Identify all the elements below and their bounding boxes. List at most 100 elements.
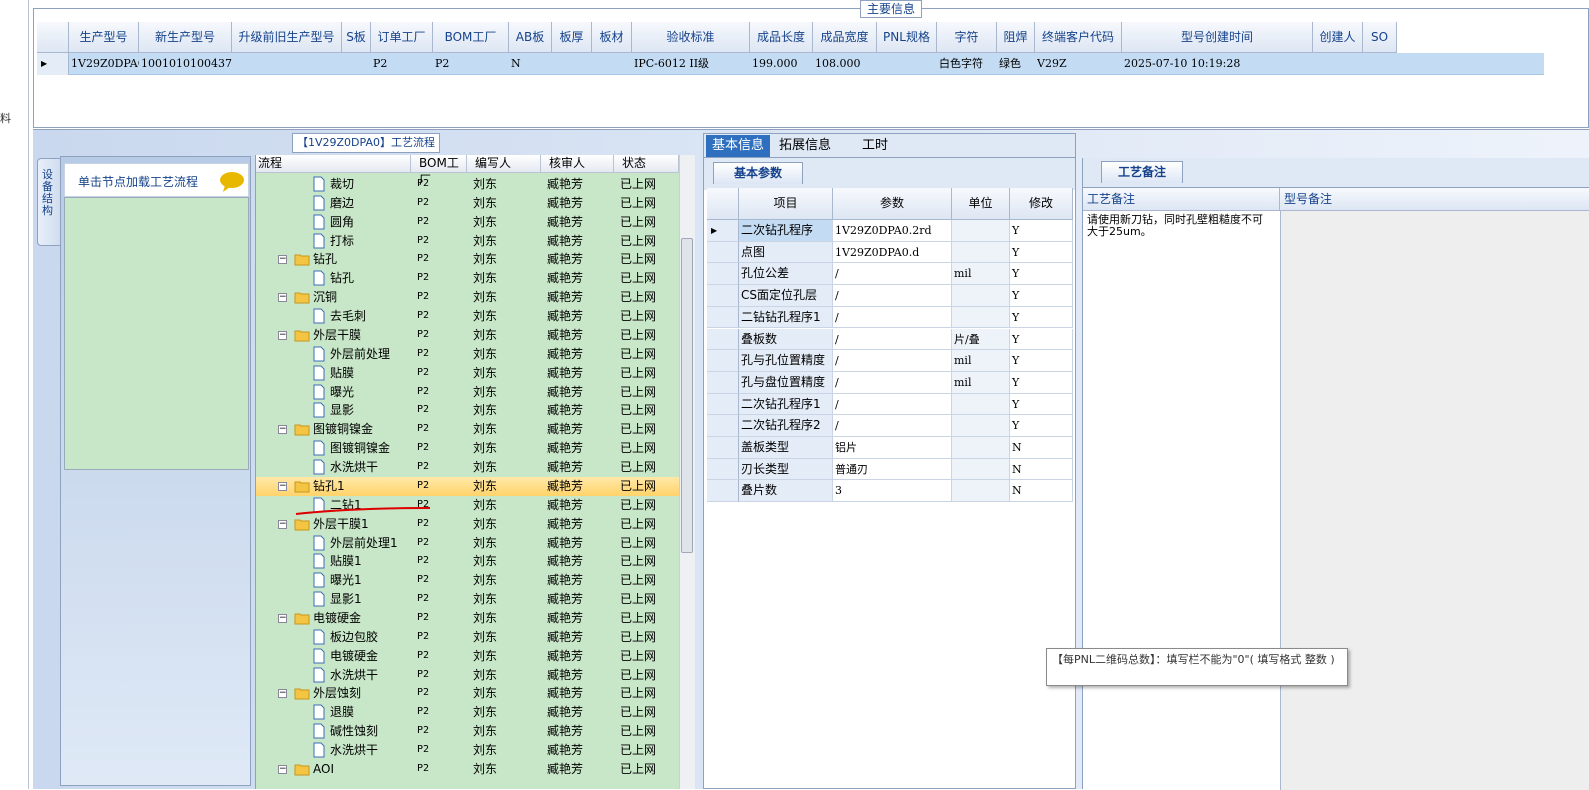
param-name[interactable]: 刃长类型 [739, 458, 833, 481]
param-cell[interactable]: N [1010, 437, 1073, 459]
param-cell[interactable]: mil [952, 371, 1010, 394]
param-header[interactable]: 修改 [1010, 188, 1073, 220]
step-name[interactable]: 水洗烘干 [330, 460, 379, 475]
cell[interactable]: N [511, 57, 521, 70]
param-cell[interactable] [952, 306, 1010, 329]
step-field[interactable]: P2 [417, 706, 430, 718]
step-name[interactable]: 水洗烘干 [330, 667, 379, 682]
step-field[interactable]: P2 [417, 762, 430, 774]
step-field[interactable]: P2 [417, 404, 430, 416]
column-header[interactable]: AB板 [509, 22, 552, 53]
step-field[interactable]: 已上网 [620, 592, 657, 607]
cell[interactable] [234, 53, 342, 75]
param-cell[interactable]: / [833, 393, 952, 416]
param-cell[interactable]: mil [952, 350, 1010, 372]
step-field[interactable]: 臧艳芳 [547, 743, 584, 758]
step-field[interactable]: 已上网 [620, 422, 657, 437]
cell[interactable]: 1V29Z0DPA0 [71, 57, 139, 70]
param-cell[interactable]: 铝片 [833, 437, 952, 459]
step-field[interactable]: 刘东 [473, 554, 498, 569]
flow-row[interactable]: − 外层干膜 P2 刘东 臧艳芳 已上网 [256, 326, 679, 345]
cell[interactable] [1315, 53, 1363, 75]
param-cell[interactable]: Y [1010, 306, 1073, 329]
step-field[interactable]: 臧艳芳 [547, 214, 584, 229]
param-cell[interactable]: Y [1010, 220, 1073, 242]
step-field[interactable]: 刘东 [473, 535, 498, 550]
step-field[interactable]: P2 [417, 744, 430, 756]
step-field[interactable]: 刘东 [473, 214, 498, 229]
step-field[interactable]: 臧艳芳 [547, 177, 584, 191]
param-cell[interactable]: 1V29Z0DPA0.2rd [833, 220, 952, 242]
flow-row[interactable]: 退膜 P2 刘东 臧艳芳 已上网 [256, 703, 679, 722]
step-field[interactable]: 臧艳芳 [547, 535, 584, 550]
step-field[interactable]: 臧艳芳 [547, 271, 584, 286]
param-cell[interactable]: Y [1010, 285, 1073, 307]
param-name[interactable]: 点图 [739, 241, 833, 264]
param-cell[interactable]: Y [1010, 371, 1073, 394]
step-field[interactable]: P2 [417, 687, 430, 699]
step-field[interactable]: 臧艳芳 [547, 648, 584, 663]
flow-row[interactable]: 钻孔 P2 刘东 臧艳芳 已上网 [256, 269, 679, 288]
step-field[interactable]: 刘东 [473, 611, 498, 625]
step-field[interactable]: 已上网 [620, 478, 657, 493]
step-name[interactable]: 外层干膜1 [313, 516, 369, 531]
param-name[interactable]: 孔与孔位置精度 [739, 350, 833, 372]
sub-tab[interactable]: 基本参数 [713, 162, 803, 184]
flow-row[interactable]: 显影1 P2 刘东 臧艳芳 已上网 [256, 590, 679, 609]
flow-row[interactable]: 碱性蚀刻 P2 刘东 臧艳芳 已上网 [256, 722, 679, 741]
step-field[interactable]: 刘东 [473, 309, 498, 324]
flow-row[interactable]: − 外层蚀刻 P2 刘东 臧艳芳 已上网 [256, 684, 679, 703]
param-cell[interactable]: 普通刃 [833, 458, 952, 481]
param-name[interactable]: 盖板类型 [739, 437, 833, 459]
step-field[interactable]: P2 [417, 196, 430, 208]
cell[interactable] [879, 53, 937, 75]
param-cell[interactable]: 3 [833, 480, 952, 503]
column-header[interactable]: S板 [342, 22, 371, 53]
step-field[interactable]: P2 [417, 668, 430, 680]
flow-header[interactable]: 编写人 [467, 155, 541, 173]
param-cell[interactable]: Y [1010, 350, 1073, 372]
step-field[interactable]: 刘东 [473, 290, 498, 305]
step-field[interactable]: P2 [417, 555, 430, 567]
param-cell[interactable]: N [1010, 458, 1073, 481]
step-field[interactable]: P2 [417, 347, 430, 359]
param-cell[interactable] [952, 458, 1010, 481]
flow-header[interactable]: 流程 [256, 155, 411, 173]
flow-row[interactable]: 水洗烘干 P2 刘东 臧艳芳 已上网 [256, 666, 679, 685]
step-field[interactable]: 已上网 [620, 271, 657, 286]
column-header[interactable]: 阻焊 [997, 22, 1035, 53]
column-header[interactable]: PNL规格 [877, 22, 937, 53]
step-field[interactable]: P2 [417, 366, 430, 378]
param-cell[interactable]: / [833, 350, 952, 372]
param-name[interactable]: 叠片数 [739, 480, 833, 503]
column-header[interactable]: 新生产型号 [139, 22, 232, 53]
step-field[interactable]: P2 [417, 423, 430, 435]
step-field[interactable]: 臧艳芳 [547, 686, 584, 701]
step-name[interactable]: 磨边 [330, 195, 355, 210]
column-header[interactable]: 终端客户代码 [1035, 22, 1122, 53]
flow-row[interactable]: − 沉铜 P2 刘东 臧艳芳 已上网 [256, 288, 679, 307]
column-header[interactable]: 型号创建时间 [1122, 22, 1313, 53]
step-field[interactable]: 已上网 [620, 573, 657, 588]
flow-row[interactable]: 水洗烘干 P2 刘东 臧艳芳 已上网 [256, 458, 679, 477]
flow-row[interactable]: − 钻孔1 P2 刘东 臧艳芳 已上网 [256, 476, 679, 496]
step-field[interactable]: 已上网 [620, 441, 657, 456]
step-field[interactable]: 臧艳芳 [547, 611, 584, 625]
flow-row[interactable]: 外层前处理 P2 刘东 臧艳芳 已上网 [256, 345, 679, 364]
cell[interactable]: P2 [435, 57, 450, 70]
flow-header[interactable]: BOM工厂 [411, 155, 467, 187]
step-field[interactable]: P2 [417, 517, 430, 529]
param-name[interactable]: 二次钻孔程序1 [739, 393, 833, 416]
step-field[interactable]: 臧艳芳 [547, 705, 584, 720]
param-cell[interactable]: / [833, 415, 952, 437]
info-tab[interactable]: 拓展信息 [778, 138, 831, 153]
step-field[interactable]: 已上网 [620, 554, 657, 569]
step-field[interactable]: 刘东 [473, 724, 498, 739]
cell[interactable] [344, 53, 371, 75]
step-field[interactable]: 刘东 [473, 441, 498, 456]
step-field[interactable]: P2 [417, 725, 430, 737]
flow-row[interactable]: 磨边 P2 刘东 臧艳芳 已上网 [256, 194, 679, 213]
cell[interactable]: 绿色 [999, 57, 1021, 70]
cell[interactable]: P2 [373, 57, 388, 70]
step-name[interactable]: 打标 [330, 233, 355, 248]
